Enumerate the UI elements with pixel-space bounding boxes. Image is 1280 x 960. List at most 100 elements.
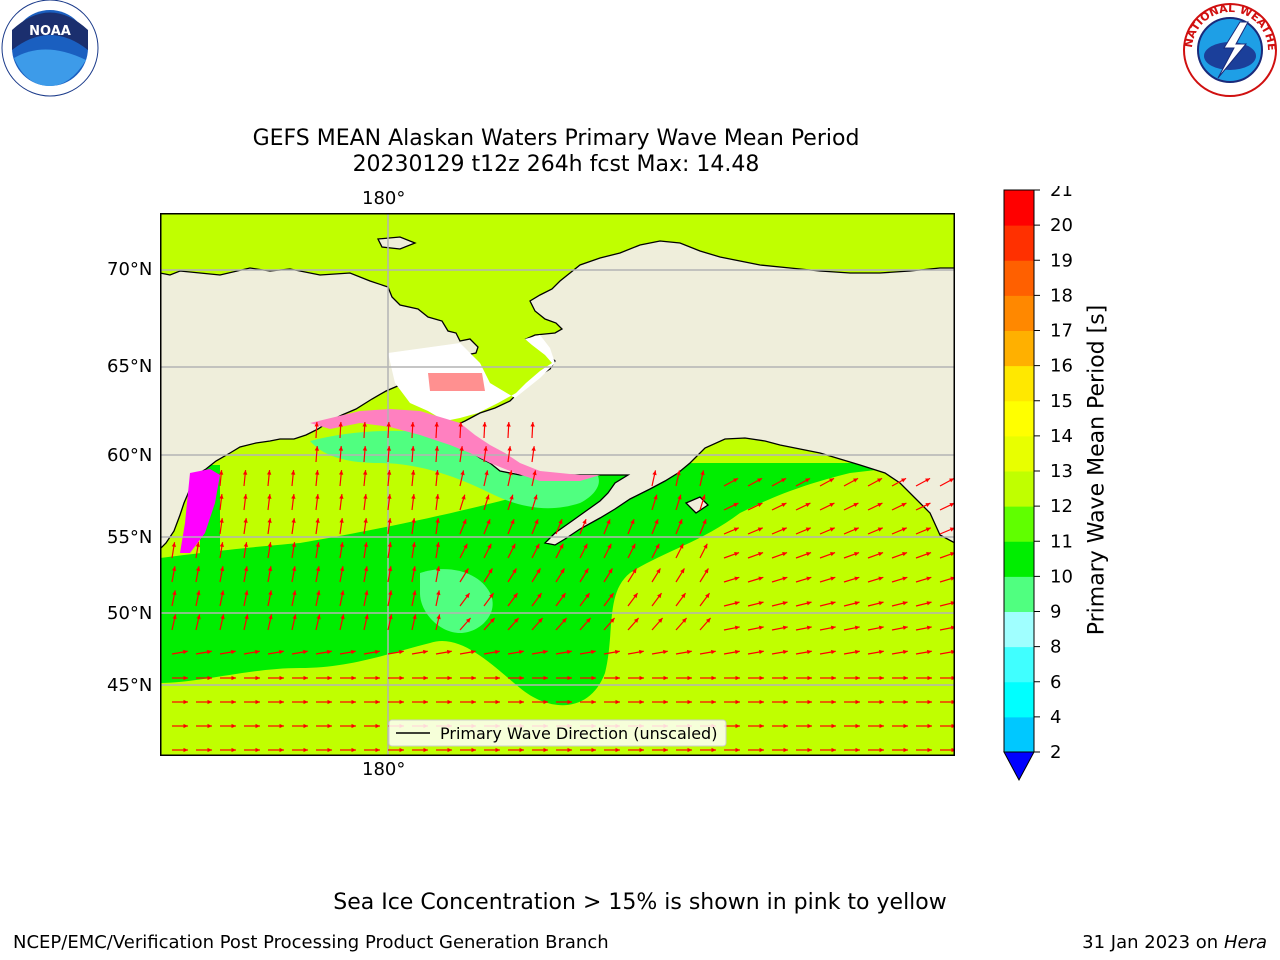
wave-arrowhead — [460, 470, 465, 476]
wave-arrowhead — [362, 470, 368, 475]
wave-arrowhead — [267, 518, 272, 523]
wave-arrowhead — [926, 601, 932, 606]
wave-arrowhead — [902, 601, 908, 606]
wave-arrowhead — [315, 566, 321, 572]
wave-arrowhead — [758, 625, 764, 630]
wave-arrowhead — [614, 649, 620, 655]
wave-arrowhead — [244, 614, 249, 620]
wave-arrowhead — [254, 649, 260, 655]
wave-arrowhead — [805, 478, 811, 483]
wave-arrowhead — [949, 527, 954, 532]
colorbar-tick-label: 21 — [1050, 186, 1073, 201]
wave-arrowhead — [925, 527, 931, 532]
wave-arrowhead — [711, 675, 716, 681]
wave-arrowhead — [878, 601, 884, 606]
wave-arrowhead — [314, 446, 320, 451]
wave-arrowhead — [484, 470, 489, 476]
wave-arrowhead — [519, 675, 524, 681]
wave-arrowhead — [926, 552, 932, 557]
wave-arrowhead — [350, 649, 356, 655]
wave-arrowhead — [172, 614, 177, 620]
wave-arrowhead — [558, 519, 563, 525]
wave-arrowhead — [903, 699, 908, 705]
wave-arrowhead — [853, 527, 859, 532]
wave-arrowhead — [567, 747, 572, 753]
wave-arrowhead — [410, 422, 415, 427]
wave-arrowhead — [386, 446, 392, 451]
wave-arrowhead — [423, 675, 428, 681]
wave-arrowhead — [656, 568, 661, 574]
wave-arrowhead — [243, 518, 248, 523]
wave-arrowhead — [459, 446, 464, 451]
wave-arrowhead — [758, 601, 764, 606]
wave-arrowhead — [631, 543, 636, 549]
wave-arrowhead — [807, 723, 812, 729]
wave-arrowhead — [411, 518, 416, 523]
footer-date-text: 31 Jan 2023 on — [1082, 932, 1224, 953]
wave-direction-arrows — [171, 421, 954, 753]
wave-arrowhead — [735, 723, 740, 729]
wave-arrowhead — [703, 543, 708, 549]
wave-arrowhead — [879, 747, 884, 753]
wave-arrowhead — [607, 543, 612, 549]
wave-arrowhead — [398, 649, 404, 655]
colorbar-segment — [1004, 611, 1034, 648]
wave-arrowhead — [386, 422, 391, 427]
footer-credit: NCEP/EMC/Verification Post Processing Pr… — [13, 932, 609, 953]
wave-arrowhead — [532, 470, 537, 476]
wave-arrowhead — [663, 699, 668, 705]
wave-arrowhead — [926, 625, 932, 630]
wave-arrowhead — [734, 552, 740, 557]
wave-arrowhead — [388, 590, 393, 596]
lon-label-top: 180° — [362, 188, 406, 209]
wave-arrowhead — [609, 617, 615, 623]
wave-arrowhead — [519, 747, 524, 753]
wave-arrowhead — [461, 494, 466, 500]
colorbar-segment — [1004, 681, 1034, 718]
wave-arrowhead — [638, 649, 644, 655]
wave-field-green — [160, 463, 920, 706]
wave-arrowhead — [591, 675, 596, 681]
colorbar: 2 4 6 8 9 10 11 12 13 14 15 16 17 18 19 20 21 — [1003, 186, 1073, 782]
wave-arrowhead — [243, 566, 249, 572]
wave-arrowhead — [681, 593, 686, 599]
wave-arrowhead — [510, 519, 515, 525]
sea-ice-note: Sea Ice Concentration > 15% is shown in … — [333, 890, 947, 915]
wave-arrowhead — [782, 601, 788, 606]
wave-arrowhead — [927, 723, 932, 729]
wave-arrowhead — [543, 699, 548, 705]
wave-arrowhead — [244, 590, 249, 596]
wave-arrowhead — [255, 675, 260, 681]
colorbar-segment — [1004, 576, 1034, 612]
wave-arrowhead — [412, 614, 417, 620]
wave-arrowhead — [513, 593, 518, 599]
wave-arrowhead — [854, 601, 860, 606]
wave-arrowhead — [806, 601, 812, 606]
wave-arrowhead — [267, 566, 273, 572]
wave-arrowhead — [701, 494, 706, 500]
wave-arrowhead — [615, 699, 620, 705]
wave-arrowhead — [681, 617, 687, 623]
wave-arrowhead — [362, 446, 368, 451]
wave-arrowhead — [291, 494, 296, 499]
wave-arrowhead — [630, 519, 635, 525]
wave-arrowhead — [711, 699, 716, 705]
wave-arrowhead — [279, 747, 284, 753]
wave-arrowhead — [231, 675, 236, 681]
wave-arrowhead — [583, 543, 588, 549]
wave-arrowhead — [677, 494, 682, 500]
wave-arrowhead — [195, 566, 201, 572]
wave-arrowhead — [902, 649, 908, 655]
wave-arrowhead — [487, 543, 492, 549]
wave-arrowhead — [364, 590, 369, 596]
wave-arrowhead — [410, 446, 416, 451]
wave-arrowhead — [733, 478, 739, 483]
wave-arrowhead — [783, 723, 788, 729]
wave-arrowhead — [268, 614, 273, 620]
wave-arrowhead — [512, 568, 517, 574]
colorbar-tick-label: 14 — [1050, 426, 1073, 447]
lat-label-55: 55°N — [107, 527, 153, 548]
wave-arrowhead — [615, 747, 620, 753]
wave-arrowhead — [901, 478, 907, 483]
wave-arrowhead — [171, 566, 177, 572]
